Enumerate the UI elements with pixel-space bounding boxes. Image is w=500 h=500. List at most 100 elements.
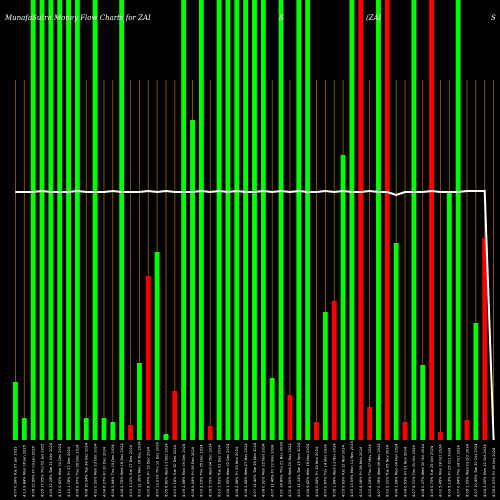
money-flow-line xyxy=(15,189,495,441)
tick-label-15: 4.00 8.47% Fri 13 Dec 2024 xyxy=(147,446,151,497)
bar-20 xyxy=(190,120,195,440)
tick-label-45: 4.07 4.71% Thu 31 Oct 2024 xyxy=(412,444,416,497)
tick-label-43: 4.04 1.08% Mon 04 Nov 2024 xyxy=(394,443,398,497)
tick-label-4: 4.05 12.28% Tue 31 Dec 2024 xyxy=(49,442,53,497)
tick-label-38: 4.05 13.09% Mon 11 Nov 2024 xyxy=(350,441,354,497)
bar-8 xyxy=(83,418,89,440)
tick-label-19: 4.09 2.56% Mon 09 Dec 2024 xyxy=(182,443,186,497)
tick-label-16: 4.07 13.31% Thu 12 Dec 2024 xyxy=(155,441,159,497)
tick-label-47: 4.05 0.73% Tue 29 Oct 2024 xyxy=(430,445,434,497)
tick-label-1: 4.13 9.84% Mon 06 Jan 2025 xyxy=(23,445,27,497)
tick-label-28: 4.08 0.92% Mon 25 Nov 2024 xyxy=(262,443,266,497)
bar-1 xyxy=(21,418,27,440)
bar-38 xyxy=(349,0,355,440)
bar-series xyxy=(12,0,488,440)
bar-53 xyxy=(482,238,488,440)
tick-label-35: 4.07 0.87% Thu 14 Nov 2024 xyxy=(324,444,328,497)
tick-label-33: 4.04 9.62% Mon 18 Nov 2024 xyxy=(306,443,310,497)
tick-label-17: 4.05 6.82% Wed 11 Dec 2024 xyxy=(164,443,168,497)
bar-45 xyxy=(411,0,417,440)
bar-21 xyxy=(198,0,204,440)
tick-label-51: 4.06 1.05% Wed 23 Oct 2024 xyxy=(465,443,469,497)
bar-34 xyxy=(314,422,319,440)
tick-label-11: 4.04 3.94% Thu 19 Dec 2024 xyxy=(111,444,115,497)
tick-label-12: 4.06 2.75% Wed 18 Dec 2024 xyxy=(120,443,124,497)
tick-label-21: 4.02 2.15% Thu 05 Dec 2024 xyxy=(200,444,204,497)
tick-label-7: 4.06 0.97% Thu 26 Dec 2024 xyxy=(76,444,80,497)
tick-label-30: 4.01 14.89% Thu 21 Nov 2024 xyxy=(279,441,283,497)
tick-label-10: 4.04 6.27% Fri 20 Dec 2024 xyxy=(102,446,106,497)
title-fragment-1: S xyxy=(279,14,284,22)
tick-label-25: 4.06 2.46% Fri 29 Nov 2024 xyxy=(235,446,239,497)
tick-label-3: 4.05 17.05% Thu 02 Jan 2025 xyxy=(40,444,44,497)
bar-22 xyxy=(207,426,213,440)
bar-3 xyxy=(39,0,45,440)
bar-35 xyxy=(322,312,328,440)
tick-label-24: 4.04 1.99% Mon 02 Dec 2024 xyxy=(226,443,230,497)
bar-27 xyxy=(252,0,257,440)
tick-label-41: 4.07 0.78% Wed 06 Nov 2024 xyxy=(377,443,381,497)
tick-label-26: 4.06 3.45% Wed 27 Nov 2024 xyxy=(244,443,248,497)
bar-6 xyxy=(66,0,71,440)
bar-43 xyxy=(393,243,399,440)
bar-10 xyxy=(101,418,107,440)
bar-30 xyxy=(278,0,284,440)
bar-2 xyxy=(30,0,36,440)
bar-16 xyxy=(154,252,160,440)
tick-label-8: 4.08 10.94% Tue 24 Dec 2024 xyxy=(85,442,89,497)
bar-17 xyxy=(163,434,169,440)
tick-label-37: 4.05 9.95% Tue 12 Nov 2024 xyxy=(341,444,345,497)
tick-label-53: 4.04 3.00% Mon 21 Oct 2024 xyxy=(483,444,487,497)
tick-label-36: 4.06 1.64% Wed 13 Nov 2024 xyxy=(332,443,336,497)
tick-label-23: 4.03 1.63% Tue 03 Dec 2024 xyxy=(217,444,221,497)
bar-25 xyxy=(234,0,240,440)
bar-32 xyxy=(296,0,302,440)
tick-label-27: 4.07 12.40% Tue 26 Nov 2024 xyxy=(253,442,257,497)
tick-label-29: 4.07 11.46% Fri 22 Nov 2024 xyxy=(271,444,275,497)
bar-49 xyxy=(446,192,452,440)
bar-13 xyxy=(128,425,133,440)
tick-label-34: 4.04 0.94% Fri 15 Nov 2024 xyxy=(315,446,319,497)
bar-5 xyxy=(57,0,63,440)
bar-41 xyxy=(376,0,381,440)
bar-37 xyxy=(340,155,346,440)
bar-46 xyxy=(420,365,426,440)
bar-28 xyxy=(260,0,266,440)
bar-26 xyxy=(243,0,249,440)
bar-9 xyxy=(92,0,98,440)
bar-19 xyxy=(181,0,187,440)
bar-31 xyxy=(287,395,293,440)
tick-label-39: 4.00 4.06% Fri 08 Nov 2024 xyxy=(359,446,363,497)
tick-label-54: 4.05 0.07% Fri 18 Oct 2024 xyxy=(492,447,496,497)
tick-label-31: 4.01 6.20% Wed 20 Nov 2024 xyxy=(288,443,292,497)
title-fragment-3: S xyxy=(491,14,496,22)
tick-label-40: 4.03 4.25% Thu 07 Nov 2024 xyxy=(368,444,372,497)
tick-label-22: 4.06 5.70% Wed 04 Dec 2024 xyxy=(209,443,213,497)
bar-0 xyxy=(12,382,18,440)
bar-12 xyxy=(119,0,125,440)
bar-39 xyxy=(358,0,364,440)
bar-50 xyxy=(455,0,461,440)
bar-40 xyxy=(367,407,373,440)
bar-47 xyxy=(429,0,435,440)
tick-label-18: 4.03 0.16% Tue 10 Dec 2024 xyxy=(173,444,177,497)
tick-label-49: 4.09 5.13% Fri 25 Oct 2024 xyxy=(448,447,452,497)
bar-15 xyxy=(145,276,151,440)
bar-23 xyxy=(216,0,222,440)
tick-label-46: 4.08 0.37% Wed 30 Oct 2024 xyxy=(421,443,425,497)
chart-title: MunafaSutra Money Flow Charts for ZAI xyxy=(4,14,151,22)
bar-51 xyxy=(464,420,470,440)
tick-label-52: 4.07 10.49% Tue 22 Oct 2024 xyxy=(474,443,478,497)
bar-4 xyxy=(48,0,54,440)
tick-label-13: 4.03 1.10% Tue 17 Dec 2024 xyxy=(129,444,133,497)
bar-7 xyxy=(74,0,80,440)
tick-label-14: 4.02 12.36% Mon 16 Dec 2024 xyxy=(138,441,142,497)
bar-52 xyxy=(473,323,479,440)
bar-36 xyxy=(331,301,337,440)
tick-label-5: 4.10 0.62% Mon 30 Dec 2024 xyxy=(58,443,62,497)
tick-label-42: 4.02 0.22% Tue 05 Nov 2024 xyxy=(386,444,390,497)
bar-11 xyxy=(110,422,116,440)
tick-label-20: 4.06 9.04% Fri 06 Dec 2024 xyxy=(191,446,195,497)
bar-42 xyxy=(384,0,390,440)
